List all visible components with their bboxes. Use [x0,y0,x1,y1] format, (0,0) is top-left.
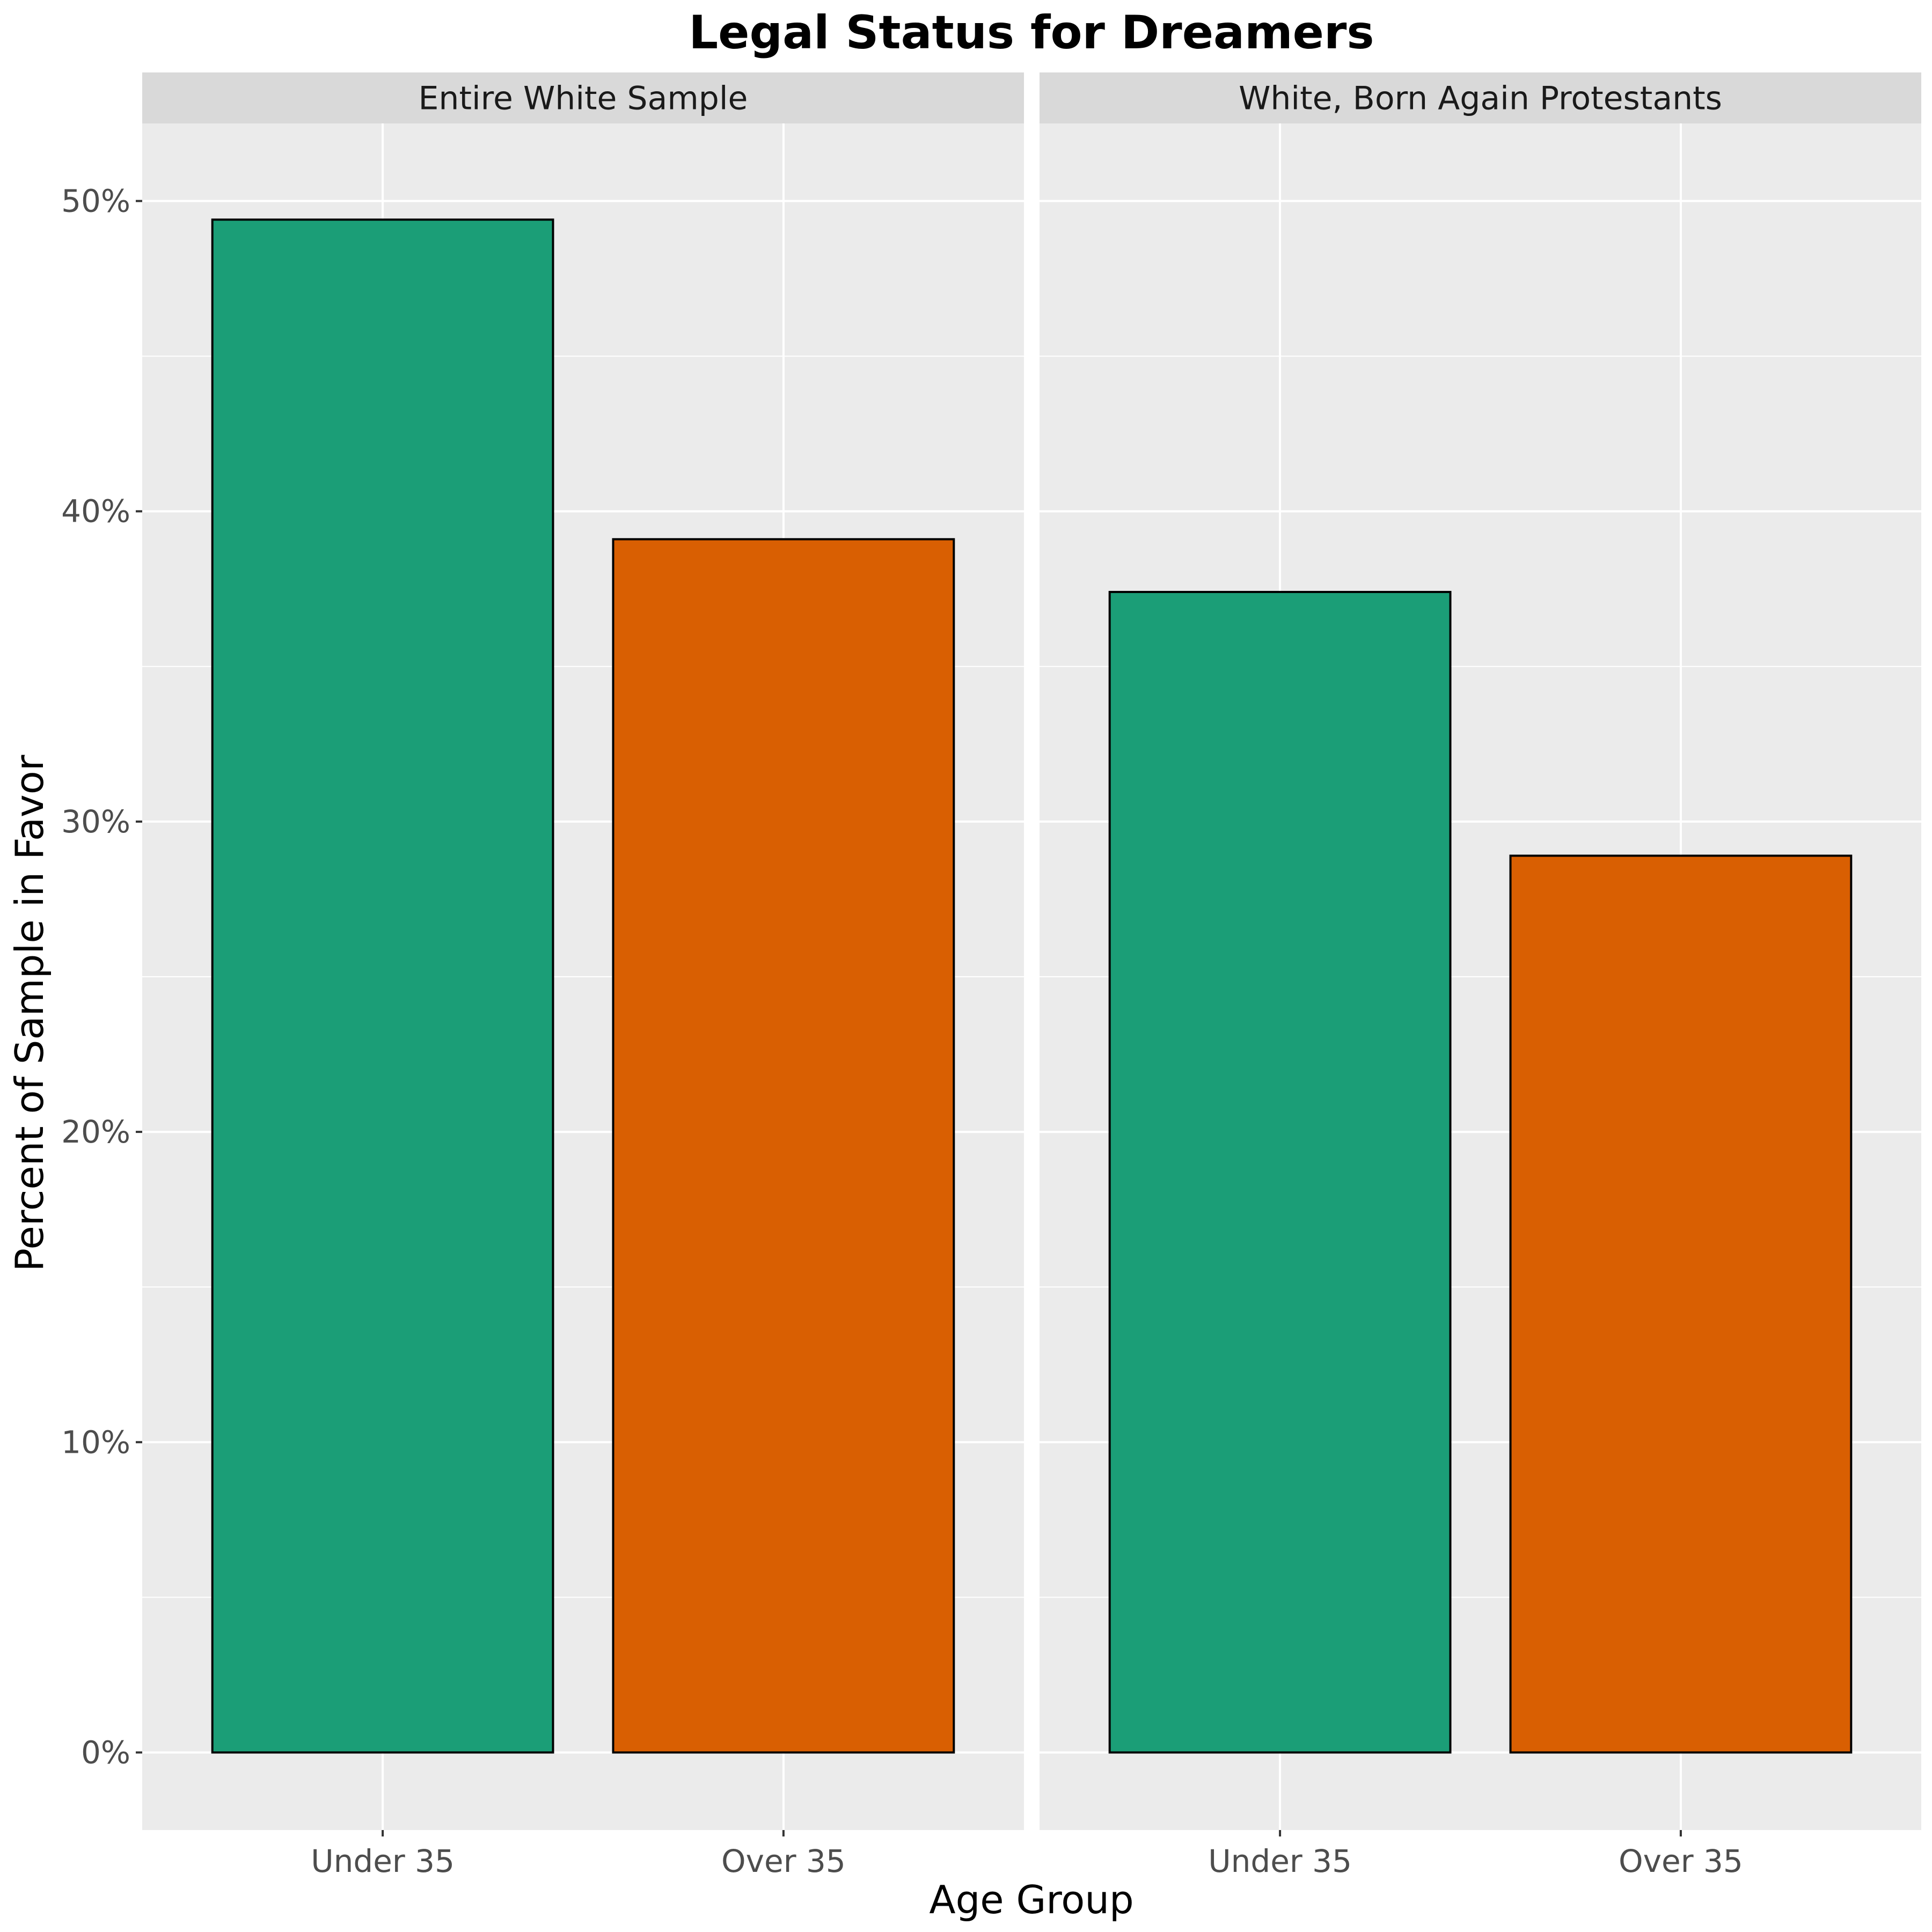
facet-panel: White, Born Again Protestants Under 35 Ove… [1040,72,1921,1879]
y-tick-label: 30% [61,803,130,840]
bar [612,538,955,1754]
bar [211,218,554,1754]
y-tick-label: 20% [61,1114,130,1150]
bar [1108,591,1452,1754]
facet-panel: Entire White Sample Under 35 Over 35 [142,72,1024,1879]
facet-strip [1040,72,1921,123]
chart-title: Legal Status for Dreamers [689,6,1374,60]
x-tick-label: Over 35 [1619,1843,1743,1879]
x-tick-label: Over 35 [721,1843,846,1879]
facet-strip-label: Entire White Sample [419,80,748,118]
y-tick-label: 50% [61,183,130,219]
x-tick-label: Under 35 [1208,1843,1352,1879]
y-axis: 0% 10% 20% 30% 40% 50% [61,183,142,1770]
x-tick-label: Under 35 [311,1843,455,1879]
y-tick-label: 40% [61,493,130,530]
bar [1509,854,1853,1754]
y-axis-title: Percent of Sample in Favor [7,755,52,1271]
y-tick-label: 10% [61,1424,130,1460]
x-axis-title: Age Group [929,1877,1133,1922]
facet-strip-label: White, Born Again Protestants [1239,80,1722,118]
y-tick-label: 0% [81,1734,130,1770]
facet-strip [142,72,1024,123]
